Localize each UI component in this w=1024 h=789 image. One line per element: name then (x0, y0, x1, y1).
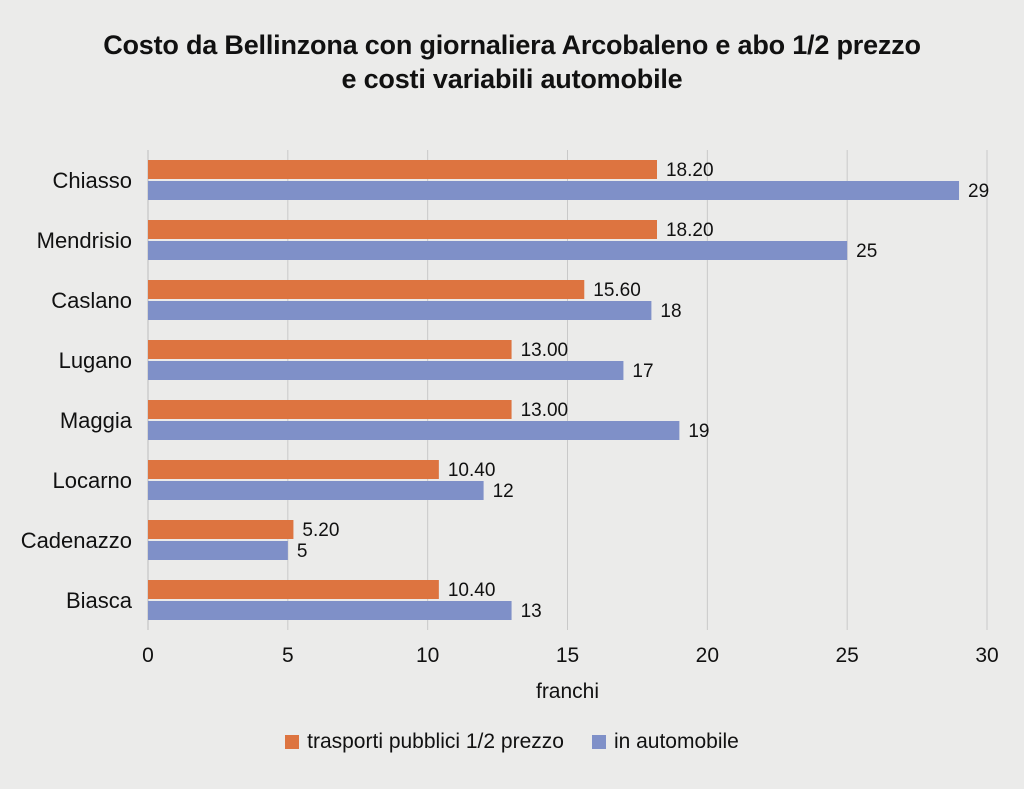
bar-car (148, 181, 960, 200)
x-tick-label: 0 (142, 644, 154, 667)
category-label: Mendrisio (37, 228, 132, 253)
bar-car (148, 421, 680, 440)
data-label: 15.60 (593, 280, 641, 301)
data-label: 13.00 (521, 400, 569, 421)
data-label: 13.00 (521, 340, 569, 361)
legend: trasporti pubblici 1/2 prezzo in automob… (0, 730, 1024, 754)
bar-chart: 0 5 10 15 20 25 30 franchi Chiasso 18.20 29 Mendris… (21, 150, 999, 703)
category-label: Caslano (51, 288, 132, 313)
category-label: Lugano (59, 348, 132, 373)
bar-car (148, 601, 512, 620)
bar-car (148, 361, 624, 380)
bar-public-transport (148, 220, 657, 239)
chart-title-line-1: Costo da Bellinzona con giornaliera Arco… (103, 30, 921, 60)
category-label: Cadenazzo (21, 528, 132, 553)
data-label: 10.40 (448, 460, 496, 481)
bar-car (148, 481, 484, 500)
legend-label-public-transport: trasporti pubblici 1/2 prezzo (307, 730, 564, 753)
x-tick-label: 10 (416, 644, 439, 667)
category-label: Maggia (60, 408, 133, 433)
bar-public-transport (148, 520, 294, 539)
data-label: 17 (632, 361, 653, 382)
x-axis-label: franchi (536, 680, 599, 703)
bar-public-transport (148, 280, 585, 299)
data-label: 19 (688, 421, 709, 442)
legend-swatch-car (591, 735, 606, 749)
x-tick-label: 30 (975, 644, 998, 667)
bar-public-transport (148, 340, 512, 359)
data-label: 5 (297, 541, 308, 562)
x-tick-label: 15 (556, 644, 579, 667)
x-tick-label: 5 (282, 644, 294, 667)
data-label: 18 (660, 301, 681, 322)
data-label: 29 (968, 181, 989, 202)
bar-public-transport (148, 580, 439, 599)
data-label: 13 (521, 601, 542, 622)
data-label: 18.20 (666, 220, 714, 241)
legend-item-public-transport: trasporti pubblici 1/2 prezzo (285, 730, 564, 754)
data-label: 10.40 (448, 580, 496, 601)
data-label: 5.20 (302, 520, 339, 541)
category-label: Biasca (66, 588, 133, 613)
legend-item-car: in automobile (591, 730, 739, 754)
bar-public-transport (148, 400, 512, 419)
bar-public-transport (148, 460, 439, 479)
data-label: 18.20 (666, 160, 714, 181)
chart-title-line-2: e costi variabili automobile (341, 64, 683, 94)
category-label: Chiasso (53, 168, 132, 193)
data-label: 12 (493, 481, 514, 502)
category-label: Locarno (52, 468, 132, 493)
data-label: 25 (856, 241, 877, 262)
chart-title: Costo da Bellinzona con giornaliera Arco… (0, 28, 1024, 96)
x-tick-label: 20 (696, 644, 719, 667)
legend-swatch-public-transport (285, 735, 300, 749)
bar-public-transport (148, 160, 657, 179)
x-tick-label: 25 (835, 644, 858, 667)
legend-label-car: in automobile (613, 730, 739, 753)
bar-car (148, 241, 848, 260)
bar-car (148, 541, 288, 560)
bar-car (148, 301, 652, 320)
